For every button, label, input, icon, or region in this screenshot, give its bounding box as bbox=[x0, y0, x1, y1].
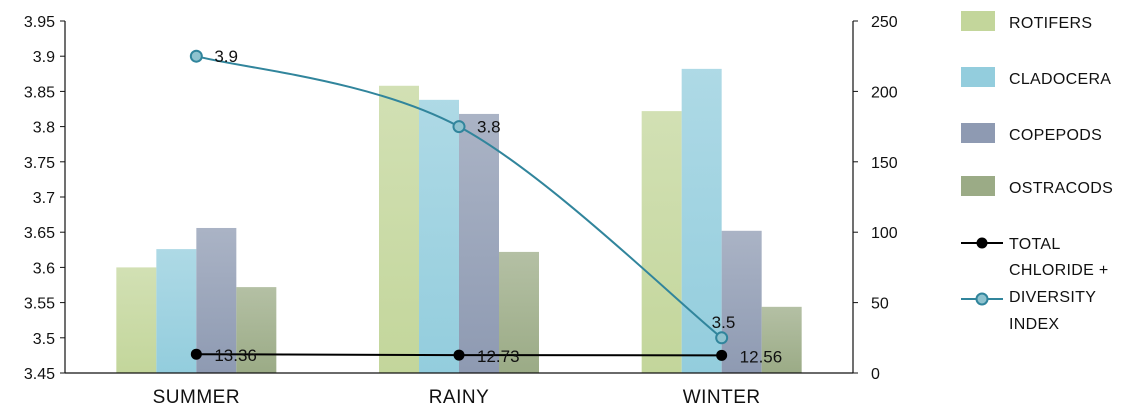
left-tick-label: 3.55 bbox=[24, 296, 55, 313]
left-tick-label: 3.8 bbox=[33, 120, 55, 137]
legend-label-ostracods: OSTRACODS bbox=[1009, 180, 1113, 197]
legend-marker-total-chloride bbox=[976, 237, 988, 249]
right-tick-label: 0 bbox=[871, 366, 880, 383]
bar-cladocera-rainy bbox=[419, 99, 459, 374]
axes-layer: 3.453.53.553.63.653.73.753.83.853.93.950… bbox=[24, 14, 898, 408]
data-label-total-chloride: 12.56 bbox=[740, 347, 783, 366]
left-tick-label: 3.95 bbox=[24, 14, 55, 31]
left-tick-label: 3.45 bbox=[24, 366, 55, 383]
left-tick-label: 3.5 bbox=[33, 331, 55, 348]
left-tick-label: 3.85 bbox=[24, 84, 55, 101]
bar-copepods-summer bbox=[196, 227, 237, 373]
right-tick-label: 200 bbox=[871, 84, 898, 101]
bar-cladocera-summer bbox=[156, 249, 197, 373]
point-diversity-index bbox=[189, 49, 203, 63]
bar-ostracods-summer bbox=[236, 287, 277, 373]
legend-label-diversity-index: DIVERSITY bbox=[1009, 289, 1096, 306]
right-tick-label: 250 bbox=[871, 14, 898, 31]
legend-swatch-rotifers bbox=[961, 11, 995, 31]
bar-ostracods-winter bbox=[761, 306, 802, 373]
legend-label-cladocera: CLADOCERA bbox=[1009, 71, 1111, 88]
data-label-diversity-index: 3.8 bbox=[477, 118, 501, 137]
data-label-diversity-index: 3.5 bbox=[712, 313, 736, 332]
lines-layer: 13.36 12.73 12.56 3.9 3.8 3.5 bbox=[189, 47, 783, 366]
legend-label-copepods: COPEPODS bbox=[1009, 127, 1102, 144]
legend-label-rotifers: ROTIFERS bbox=[1009, 15, 1092, 32]
left-tick-label: 3.65 bbox=[24, 225, 55, 242]
x-category-label: RAINY bbox=[429, 387, 490, 408]
bar-copepods-rainy bbox=[459, 113, 499, 373]
left-tick-label: 3.7 bbox=[33, 190, 55, 207]
right-tick-label: 50 bbox=[871, 296, 889, 313]
data-label-diversity-index: 3.9 bbox=[214, 47, 238, 66]
legend: ROTIFERS CLADOCERA COPEPODS OSTRACODS TOTAL C… bbox=[961, 11, 1113, 333]
legend-swatch-cladocera bbox=[961, 67, 995, 87]
legend-marker-diversity-index bbox=[975, 292, 989, 306]
right-tick-label: 100 bbox=[871, 225, 898, 242]
legend-swatch-copepods bbox=[961, 123, 995, 143]
bar-ostracods-rainy bbox=[499, 251, 539, 373]
point-total-chloride bbox=[716, 349, 728, 361]
legend-label-diversity-index-cont: INDEX bbox=[1009, 316, 1059, 333]
bar-rotifers-rainy bbox=[379, 85, 419, 373]
point-total-chloride bbox=[190, 348, 202, 360]
x-category-label: SUMMER bbox=[153, 387, 240, 408]
legend-label-total-chloride: TOTAL bbox=[1009, 236, 1061, 253]
bar-rotifers-winter bbox=[641, 111, 682, 373]
point-diversity-index bbox=[715, 331, 729, 345]
bar-rotifers-summer bbox=[116, 267, 157, 373]
point-total-chloride bbox=[453, 349, 465, 361]
bars-layer bbox=[116, 68, 802, 374]
data-label-total-chloride: 12.73 bbox=[477, 347, 520, 366]
left-tick-label: 3.9 bbox=[33, 49, 55, 66]
right-tick-label: 150 bbox=[871, 155, 898, 172]
x-category-label: WINTER bbox=[683, 387, 761, 408]
legend-swatch-ostracods bbox=[961, 176, 995, 196]
left-tick-label: 3.6 bbox=[33, 260, 55, 277]
bar-copepods-winter bbox=[721, 230, 762, 373]
left-tick-label: 3.75 bbox=[24, 155, 55, 172]
data-label-total-chloride: 13.36 bbox=[214, 346, 257, 365]
legend-label-total-chloride-cont: CHLORIDE + bbox=[1009, 262, 1108, 279]
bar-cladocera-winter bbox=[681, 68, 722, 373]
point-diversity-index bbox=[452, 120, 466, 134]
